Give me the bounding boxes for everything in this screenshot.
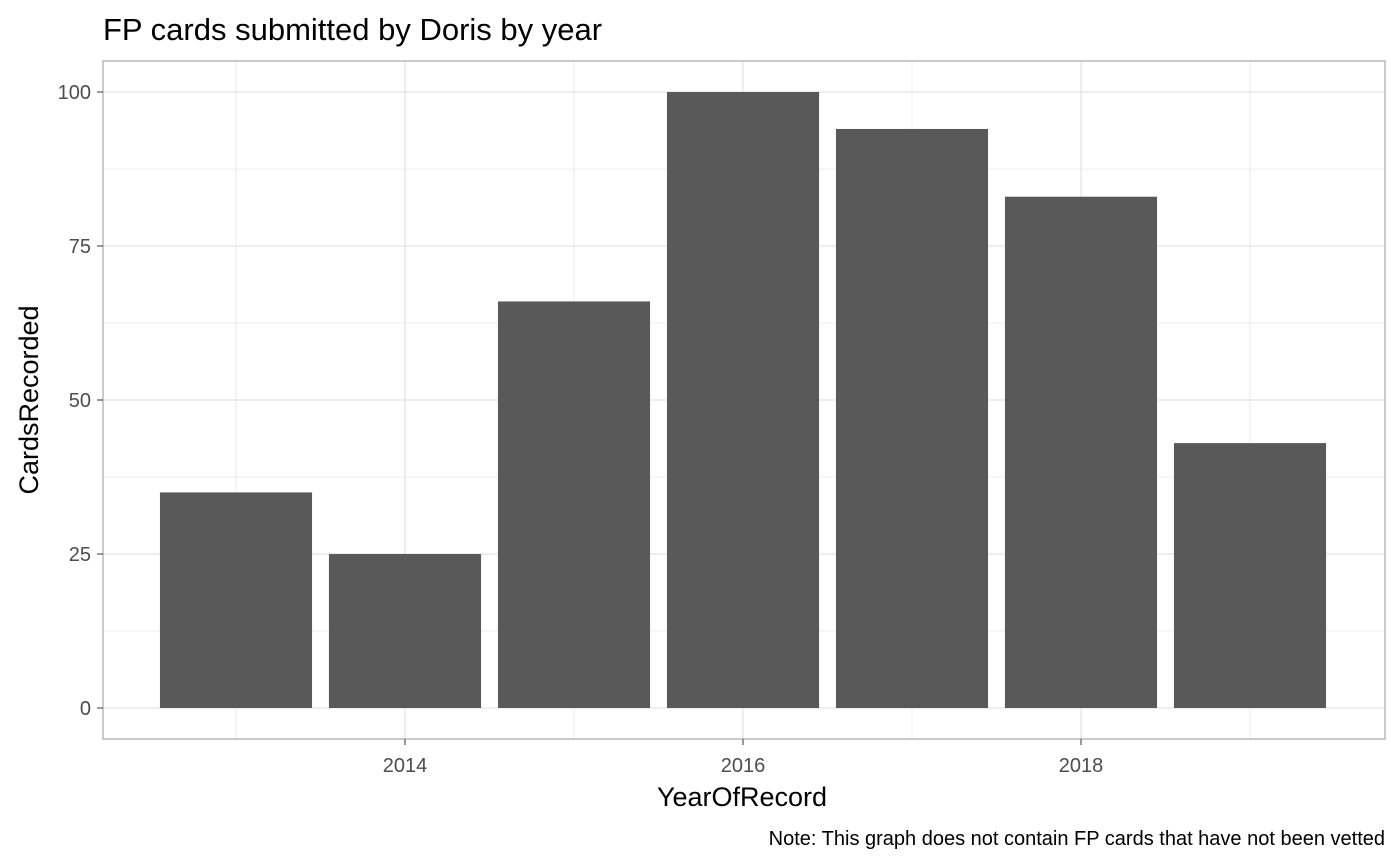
y-tick-label: 0: [80, 698, 91, 720]
bars: [159, 92, 1327, 708]
x-tick-label: 2014: [383, 755, 428, 777]
y-tick-label: 50: [69, 390, 91, 412]
plot-panel: [102, 60, 1386, 740]
x-tick-label: 2018: [1059, 755, 1104, 777]
y-tick-label: 25: [69, 544, 91, 566]
x-tick-label: 2016: [721, 755, 766, 777]
bar-2014: [328, 554, 482, 708]
bar-2015: [497, 301, 651, 708]
bar-2013: [159, 492, 313, 708]
bar-2016: [666, 92, 820, 708]
bar-2019: [1173, 443, 1327, 708]
y-tick-label: 100: [58, 82, 91, 104]
y-tick-label: 75: [69, 236, 91, 258]
chart-caption: Note: This graph does not contain FP car…: [769, 828, 1385, 850]
x-axis-ticks: 2014 2016 2018: [383, 739, 1104, 777]
y-axis-ticks: 0 25 50 75 100: [58, 82, 103, 720]
x-axis-title: YearOfRecord: [657, 782, 827, 812]
y-axis-title: CardsRecorded: [14, 305, 44, 494]
chart-title: FP cards submitted by Doris by year: [103, 12, 602, 47]
bar-2018: [1004, 196, 1158, 708]
bar-2017: [835, 128, 989, 708]
